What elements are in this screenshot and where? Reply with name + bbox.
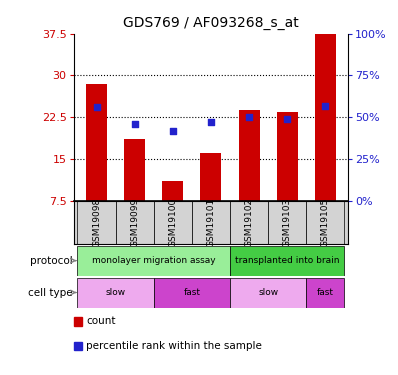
Bar	[230, 246, 344, 276]
Text: GSM19103: GSM19103	[283, 198, 292, 247]
Bar	[162, 181, 183, 201]
Text: GSM19099: GSM19099	[130, 198, 139, 247]
Point	[208, 119, 214, 125]
Bar	[154, 278, 230, 308]
Bar	[192, 201, 230, 244]
Point	[322, 102, 329, 108]
Bar	[124, 140, 145, 201]
Text: slow: slow	[258, 288, 278, 297]
Bar	[154, 201, 192, 244]
Bar	[230, 278, 306, 308]
Bar	[78, 201, 115, 244]
Bar	[306, 278, 344, 308]
Point	[246, 114, 252, 120]
Text: GSM19105: GSM19105	[321, 198, 330, 247]
Point	[131, 121, 138, 127]
Text: fast: fast	[183, 288, 200, 297]
Point	[284, 116, 291, 122]
Point	[170, 128, 176, 134]
Point	[93, 104, 100, 110]
Bar	[115, 201, 154, 244]
Text: count: count	[86, 316, 116, 326]
Text: percentile rank within the sample: percentile rank within the sample	[86, 341, 262, 351]
Text: GSM19102: GSM19102	[245, 198, 254, 247]
Bar	[306, 201, 344, 244]
Text: GSM19101: GSM19101	[207, 198, 215, 247]
Bar	[315, 34, 336, 201]
Bar	[238, 110, 259, 201]
Bar	[277, 112, 298, 201]
Text: cell type: cell type	[28, 288, 73, 297]
Bar	[86, 84, 107, 201]
Bar	[268, 201, 306, 244]
Bar	[78, 246, 230, 276]
Text: transplanted into brain: transplanted into brain	[235, 256, 339, 265]
Text: GSM19098: GSM19098	[92, 198, 101, 247]
Text: monolayer migration assay: monolayer migration assay	[92, 256, 216, 265]
Text: GSM19100: GSM19100	[168, 198, 177, 247]
Text: slow: slow	[105, 288, 126, 297]
Bar	[201, 153, 221, 201]
Bar	[230, 201, 268, 244]
Bar	[78, 278, 154, 308]
Text: protocol: protocol	[30, 256, 73, 266]
Title: GDS769 / AF093268_s_at: GDS769 / AF093268_s_at	[123, 16, 299, 30]
Text: fast: fast	[317, 288, 334, 297]
